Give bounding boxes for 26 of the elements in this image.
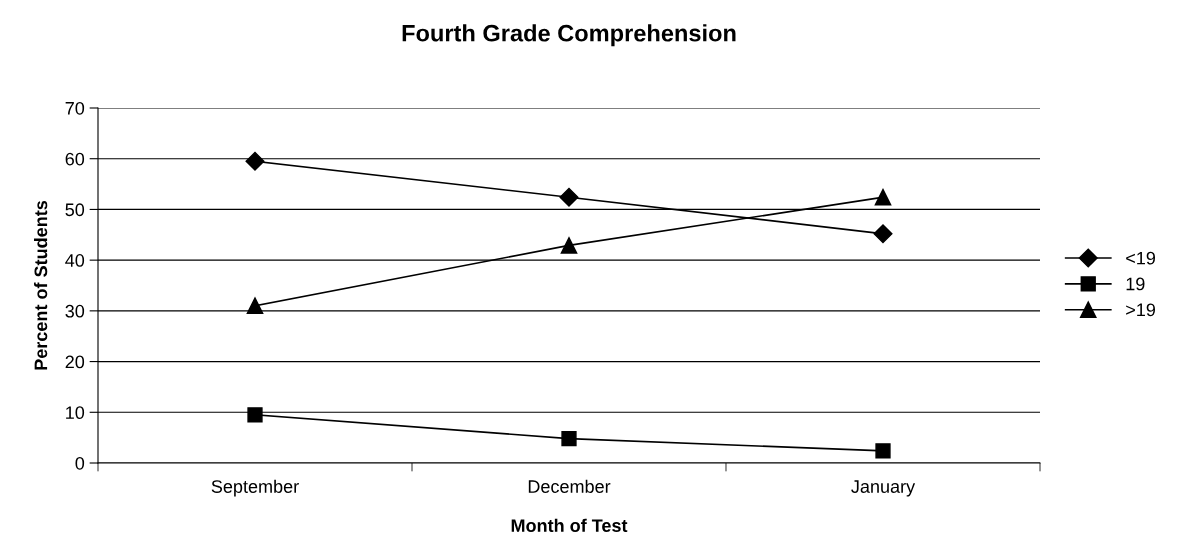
point [245,151,265,171]
y-tick-label: 50 [65,203,85,217]
y-axis-title: Percent of Students [34,200,48,370]
y-tick-label: 20 [65,355,85,369]
y-tick-label: 30 [65,304,85,318]
y-tick-label: 40 [65,254,85,267]
legend-label: <19 [1126,251,1156,265]
point [559,187,579,207]
y-tick-label: 10 [66,406,85,420]
x-tick-label: September [211,479,299,497]
y-tick-label: 60 [65,152,85,166]
point [246,297,264,315]
x-tick-label: December [528,479,611,493]
point [875,443,891,459]
y-tick-label: 70 [65,101,85,115]
y-tick-label: 0 [75,456,85,470]
point [247,407,263,423]
point [873,224,893,244]
point [874,188,892,206]
point [561,431,577,447]
chart-title: Fourth Grade Comprehension [402,24,736,47]
x-axis-title: Month of Test [511,518,628,532]
legend-label: >19 [1126,303,1156,317]
point [560,237,578,254]
legend-label: 19 [1126,277,1145,291]
x-tick-label: January [851,480,916,497]
